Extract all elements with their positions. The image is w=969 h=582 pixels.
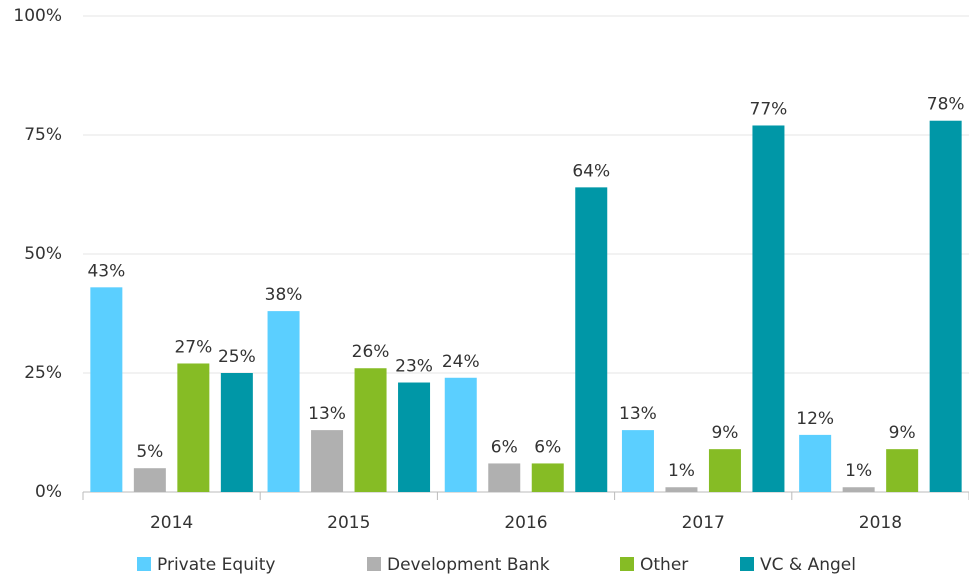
value-label: 64%: [572, 161, 610, 181]
x-tick-label: 2016: [504, 513, 547, 533]
value-label: 13%: [619, 404, 657, 424]
y-tick-label: 100%: [13, 6, 62, 26]
bar: [929, 120, 962, 492]
value-label: 12%: [796, 409, 834, 429]
y-tick-label: 75%: [24, 125, 62, 145]
value-label: 6%: [491, 437, 518, 457]
bar: [842, 487, 875, 492]
value-label: 1%: [668, 461, 695, 481]
bar: [752, 125, 785, 492]
value-label: 5%: [136, 442, 163, 462]
value-label: 27%: [174, 337, 212, 357]
legend-label: VC & Angel: [760, 555, 856, 575]
legend-swatch: [740, 557, 754, 571]
value-label: 1%: [845, 461, 872, 481]
value-label: 24%: [442, 352, 480, 372]
value-label: 25%: [218, 347, 256, 367]
bar: [575, 187, 608, 493]
x-tick-label: 2015: [327, 513, 370, 533]
bar: [220, 373, 253, 492]
y-tick-label: 25%: [24, 363, 62, 383]
bar: [708, 449, 741, 492]
legend-label: Private Equity: [157, 555, 275, 575]
x-tick-label: 2018: [859, 513, 902, 533]
bar: [267, 311, 300, 492]
value-label: 9%: [889, 423, 916, 443]
bar: [799, 434, 832, 492]
value-label: 78%: [927, 95, 965, 115]
legend-swatch: [367, 557, 381, 571]
bar: [133, 468, 166, 492]
legend-label: Development Bank: [387, 555, 550, 575]
x-tick-label: 2017: [682, 513, 725, 533]
value-label: 43%: [87, 261, 125, 281]
bar: [621, 430, 654, 492]
bar: [354, 368, 387, 492]
value-label: 13%: [308, 404, 346, 424]
value-label: 26%: [352, 342, 390, 362]
bar: [444, 377, 477, 492]
value-label: 77%: [750, 99, 788, 119]
bar: [90, 287, 123, 492]
value-label: 38%: [265, 285, 303, 305]
bar: [488, 463, 521, 492]
legend-swatch: [137, 557, 151, 571]
bar: [398, 382, 431, 492]
value-label: 9%: [711, 423, 738, 443]
bar: [311, 430, 344, 492]
legend-swatch: [620, 557, 634, 571]
legend-label: Other: [640, 555, 688, 575]
y-tick-label: 0%: [35, 482, 62, 502]
bar: [886, 449, 919, 492]
x-tick-label: 2014: [150, 513, 193, 533]
bar: [177, 363, 210, 492]
bar: [665, 487, 698, 492]
bar: [531, 463, 564, 492]
y-tick-label: 50%: [24, 244, 62, 264]
value-label: 23%: [395, 357, 433, 377]
value-label: 6%: [534, 437, 561, 457]
